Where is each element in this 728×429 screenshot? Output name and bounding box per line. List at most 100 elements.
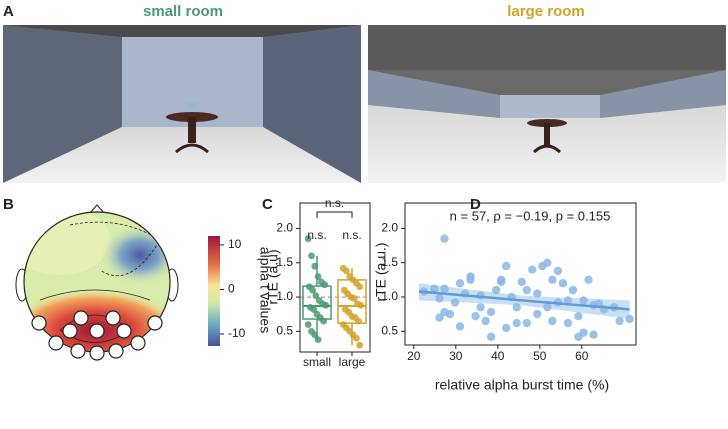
data-point xyxy=(308,252,315,260)
data-point xyxy=(440,284,449,293)
data-point xyxy=(615,316,624,326)
data-point xyxy=(440,234,449,243)
data-point xyxy=(548,275,557,285)
annotation: n.s. xyxy=(307,228,326,242)
data-point xyxy=(543,258,552,267)
data-point xyxy=(321,281,329,289)
data-point xyxy=(533,309,542,319)
colorbar-label: alpha t values xyxy=(257,247,273,333)
data-point xyxy=(528,265,537,274)
data-point xyxy=(310,306,318,313)
data-point xyxy=(625,314,634,324)
x-tick-label: 20 xyxy=(407,349,421,363)
data-point xyxy=(589,330,598,339)
data-point xyxy=(543,303,552,312)
data-point xyxy=(553,266,563,276)
data-point xyxy=(558,279,568,288)
data-point xyxy=(311,331,319,339)
y-tick-label: 2.0 xyxy=(276,221,293,235)
data-point xyxy=(320,317,327,325)
x-tick-label: large xyxy=(339,355,366,369)
data-point xyxy=(502,261,511,271)
data-point xyxy=(356,341,364,349)
data-point xyxy=(343,267,350,275)
x-tick-label: 50 xyxy=(533,349,547,363)
data-point xyxy=(486,307,496,317)
data-point xyxy=(563,296,573,305)
panel-label: D xyxy=(470,196,481,213)
panel-label: A xyxy=(3,3,14,20)
colorbar-tick-label: 0 xyxy=(228,282,235,296)
data-point xyxy=(350,295,358,302)
box xyxy=(302,285,332,320)
y-tick-label: 1.5 xyxy=(381,255,398,269)
data-point xyxy=(496,277,506,287)
data-point xyxy=(304,321,312,328)
data-point xyxy=(579,328,588,337)
annotation: n.s. xyxy=(342,228,361,242)
data-point xyxy=(455,322,465,331)
data-point xyxy=(574,311,583,321)
x-tick-label: 40 xyxy=(491,349,505,363)
data-point xyxy=(314,336,322,344)
colorbar-tick-label: -10 xyxy=(228,326,246,340)
data-point xyxy=(309,286,316,294)
room-image-small xyxy=(3,25,361,183)
data-point xyxy=(548,316,557,326)
data-point xyxy=(563,318,573,328)
topomap xyxy=(15,204,179,361)
x-tick-label: 60 xyxy=(575,349,589,363)
data-point xyxy=(522,285,531,295)
data-point xyxy=(356,283,364,291)
panel-label: B xyxy=(3,196,14,213)
data-point xyxy=(584,275,593,285)
plot-frame xyxy=(299,202,371,353)
data-point xyxy=(568,285,578,295)
room-title: small room xyxy=(143,3,223,20)
data-point xyxy=(491,285,501,295)
data-point xyxy=(314,273,322,280)
data-point xyxy=(579,296,588,305)
y-axis-label: rTE (a.u) xyxy=(265,249,281,304)
colorbar xyxy=(208,236,220,346)
data-point xyxy=(311,262,319,270)
data-point xyxy=(486,332,496,341)
y-tick-label: 0.5 xyxy=(381,323,398,337)
y-tick-label: 1.5 xyxy=(276,255,293,269)
annotation: n.s. xyxy=(325,196,344,210)
data-point xyxy=(512,303,521,312)
data-point xyxy=(435,294,444,303)
data-point xyxy=(471,311,480,321)
data-point xyxy=(450,298,460,307)
data-point xyxy=(466,275,475,285)
room-image-large xyxy=(368,25,726,183)
annotation: n = 57, ρ = −0.19, p = 0.155 xyxy=(450,208,611,223)
data-point xyxy=(357,301,365,309)
fit-line xyxy=(418,290,630,311)
y-tick-label: 0.5 xyxy=(276,324,293,338)
data-point xyxy=(355,317,362,325)
x-tick-label: 30 xyxy=(449,349,463,363)
panel-label: C xyxy=(262,196,273,213)
data-point xyxy=(522,318,531,328)
data-point xyxy=(517,277,526,287)
data-point xyxy=(312,292,320,300)
data-point xyxy=(512,318,521,328)
data-point xyxy=(481,316,490,326)
y-tick-label: 2.0 xyxy=(381,221,398,235)
data-point xyxy=(502,323,511,333)
significance-bracket xyxy=(316,211,353,218)
plot-frame xyxy=(404,202,637,346)
data-point xyxy=(435,313,444,322)
data-point xyxy=(304,235,312,243)
y-tick-label: 1.0 xyxy=(381,289,398,303)
data-point xyxy=(476,303,485,312)
data-point xyxy=(322,301,330,309)
room-title: large room xyxy=(507,3,585,20)
x-axis-label: relative alpha burst time (%) xyxy=(435,377,609,393)
data-point xyxy=(430,284,439,293)
y-tick-label: 1.0 xyxy=(276,289,293,303)
x-tick-label: small xyxy=(303,355,331,369)
data-point xyxy=(533,289,542,298)
